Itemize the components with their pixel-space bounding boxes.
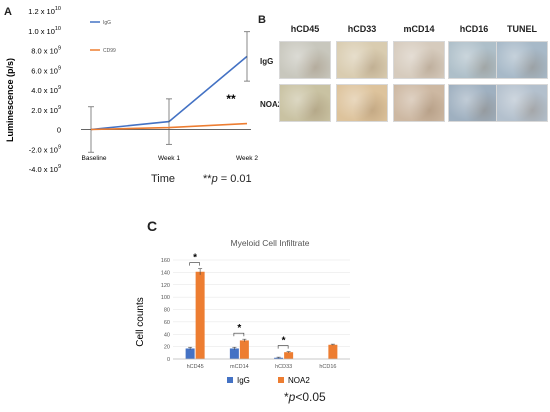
bar-igg [274,357,284,359]
panel-c-label: C [147,218,158,234]
bar-igg [185,348,195,359]
panel-c-title: Myeloid Cell Infiltrate [231,238,310,248]
pvalue-text: = 0.01 [217,173,252,185]
y-tick-label: 120 [161,283,170,289]
significance-star: * [282,336,286,347]
ihc-image-tile [393,41,445,79]
panel-b-label: B [258,14,266,26]
y-tick-base: 2.0 x 10 [31,106,58,115]
ihc-image-tile [448,41,500,79]
legend-swatch-igg [227,377,233,383]
ihc-column-header: hCD33 [347,24,377,34]
y-tick-label: 80 [164,308,170,314]
panel-a-xlabel: Time [151,173,176,185]
bar-noa2 [195,271,205,359]
ihc-image-tile [393,84,445,122]
y-tick-label: 140 [161,270,170,276]
series-line-cd99 [90,122,248,131]
y-tick-base: 1.0 x 10 [28,27,55,36]
footnote-text: <0.05 [295,390,326,404]
pvalue-stars: ** [203,173,212,185]
significance-star: * [193,253,197,264]
ihc-row-label: IgG [260,57,274,66]
y-tick-exponent: 9 [58,65,61,71]
panel-c-footnote: *p<0.05 [284,390,326,404]
significance-star: * [237,323,241,334]
y-tick-exponent: 10 [55,6,61,12]
x-tick-label: Baseline [82,155,107,162]
ihc-image-tile [496,41,548,79]
y-tick-label: 0 [167,357,170,363]
y-tick-base: 1.2 x 10 [28,7,55,16]
ihc-image-tile [336,84,388,122]
significance-bracket [189,262,200,266]
x-tick-label: hCD16 [319,364,336,370]
significance-marker: ** [226,92,236,106]
pvalue-p: p [211,173,218,185]
y-tick-label: -2.0 x 109 [29,144,61,154]
y-tick-base: 6.0 x 10 [31,66,58,75]
y-tick-base: -4.0 x 10 [29,165,58,174]
ihc-column-header: hCD45 [290,24,320,34]
ihc-image-tile [279,41,331,79]
ihc-column-header: hCD16 [459,24,489,34]
legend-label-cd99: CD99 [103,48,116,54]
ihc-row-label: NOA2 [260,100,283,109]
footnote-star: * [284,390,289,404]
y-tick-base: 8.0 x 10 [31,47,58,56]
bar-igg [229,348,239,359]
panel-a-pvalue: **p = 0.01 [203,173,252,185]
significance-bracket [233,332,245,337]
x-tick-label: hCD45 [187,364,204,370]
bar-noa2 [328,344,338,359]
legend-label-igg: IgG [103,20,111,26]
y-tick-label: -4.0 x 109 [29,164,61,174]
y-tick-label: 2.0 x 109 [31,105,61,115]
x-tick-label: hCD33 [275,364,292,370]
footnote-p: p [288,390,296,404]
x-tick-label: Week 1 [158,155,180,162]
y-tick-exponent: 9 [58,85,61,91]
y-tick-exponent: 9 [58,164,61,170]
y-tick-exponent: 9 [58,144,61,150]
y-tick-label: 160 [161,258,170,264]
y-tick-base: 0 [57,126,61,135]
bar-noa2 [284,352,294,359]
y-tick-exponent: 9 [58,105,61,111]
y-tick-label: 8.0 x 109 [31,46,61,56]
legend-swatch-noa2 [278,377,284,383]
y-tick-exponent: 9 [58,46,61,52]
y-tick-base: -2.0 x 10 [29,145,58,154]
y-tick-label: 20 [164,345,170,351]
y-tick-label: 40 [164,332,170,338]
ihc-image-tile [336,41,388,79]
x-tick-label: Week 2 [236,155,258,162]
y-tick-exponent: 10 [55,26,61,32]
ihc-column-header: mCD14 [403,24,435,34]
significance-bracket [277,345,289,349]
y-tick-label: 1.2 x 1010 [28,6,61,16]
legend-label-noa2: NOA2 [288,376,310,385]
y-tick-base: 4.0 x 10 [31,86,58,95]
ihc-image-tile [279,84,331,122]
y-tick-label: 100 [161,295,170,301]
bar-noa2 [239,340,249,359]
legend-label-igg: IgG [237,376,250,385]
x-tick-label: mCD14 [230,364,249,370]
y-tick-label: 1.0 x 1010 [28,26,61,36]
myeloid-bar-chart: Myeloid Cell Infiltrate Cell counts 0 20 4… [135,238,350,385]
ihc-image-tile [448,84,500,122]
ihc-image-tile [496,84,548,122]
y-tick-label: 6.0 x 109 [31,65,61,75]
ihc-column-header: TUNEL [507,24,537,34]
panel-c-ylabel: Cell counts [135,297,146,346]
panel-a-label: A [4,6,12,18]
y-tick-label: 0 [57,126,61,135]
y-tick-label: 60 [164,320,170,326]
panel-a-ylabel: Luminescence (p/s) [5,58,15,142]
y-tick-label: 4.0 x 109 [31,85,61,95]
